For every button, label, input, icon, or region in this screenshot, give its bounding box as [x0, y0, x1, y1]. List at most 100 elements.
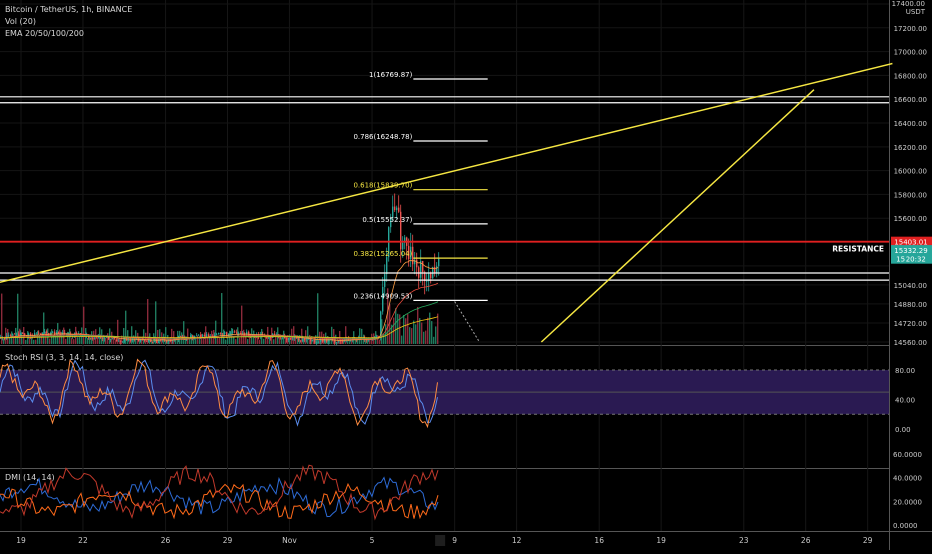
candle-body [304, 338, 306, 341]
candle-body [108, 336, 110, 340]
volume-bar [349, 339, 351, 344]
volume-bar [345, 326, 347, 344]
candle-body [394, 206, 396, 211]
volume-bar [195, 338, 197, 344]
y-axis-tick: 14560.00 [894, 339, 927, 347]
volume-bar [73, 339, 75, 344]
volume-bar [3, 339, 5, 344]
volume-bar [409, 327, 411, 344]
volume-bar [117, 319, 119, 344]
candle-body [220, 333, 222, 334]
volume-bar [53, 335, 55, 344]
candle-body [416, 259, 418, 268]
candle-body [306, 339, 308, 341]
dmi-y-tick: 20.0000 [893, 498, 922, 506]
candle-body [204, 334, 206, 337]
candle-body [292, 338, 294, 340]
volume-bar [269, 335, 271, 344]
candle-body [124, 338, 126, 342]
volume-bar [183, 321, 185, 344]
volume-bar [19, 328, 21, 344]
candle-body [96, 337, 98, 339]
candle-body [208, 334, 210, 337]
candle-body [144, 339, 146, 342]
candle-body [436, 266, 438, 274]
candle-body [238, 333, 240, 334]
candle-body [218, 333, 220, 335]
volume-bar [311, 336, 313, 344]
volume-bar [341, 337, 343, 344]
candle-body [398, 207, 400, 212]
candle-body [400, 211, 402, 250]
candle-body [438, 258, 440, 267]
candle-body [324, 338, 326, 343]
volume-bar [369, 337, 371, 344]
volume-bar [169, 337, 171, 344]
volume-bar [165, 327, 167, 344]
volume-bar [399, 314, 401, 344]
candle-body [226, 332, 228, 336]
price-badge-label: 15 20:32 [896, 256, 926, 264]
volume-bar [343, 338, 345, 344]
candle-body [382, 286, 384, 312]
candle-body [132, 339, 134, 341]
volume-bar [407, 314, 409, 344]
volume-bar [207, 337, 209, 344]
candle-body [308, 338, 310, 340]
volume-bar [235, 339, 237, 344]
volume-bar [77, 337, 79, 344]
stoch-y-tick: 0.00 [895, 426, 911, 434]
volume-bar [115, 339, 117, 344]
volume-bar [275, 336, 277, 344]
x-axis-tick: 5 [370, 536, 375, 545]
volume-bar [347, 337, 349, 344]
candle-body [140, 338, 142, 342]
candle-body [78, 333, 80, 335]
volume-bar [377, 335, 379, 344]
candle-body [22, 333, 24, 334]
x-axis-tick: 9 [452, 536, 457, 545]
volume-bar [359, 328, 361, 344]
volume-bar [259, 339, 261, 344]
volume-bar [435, 326, 437, 344]
candle-body [410, 246, 412, 260]
candle-body [110, 339, 112, 341]
volume-bar [287, 335, 289, 344]
candle-body [402, 242, 404, 250]
ascending-trendline-projection [540, 89, 815, 343]
volume-bar [9, 336, 11, 344]
volume-bar [1, 293, 3, 344]
candle-body [412, 246, 414, 265]
candle-body [18, 333, 20, 336]
projection-dash [454, 301, 480, 343]
volume-bar [361, 328, 363, 344]
volume-bar [155, 301, 157, 344]
fib-level-label: 0.786(16248.78) [353, 133, 412, 141]
volume-bar [335, 334, 337, 344]
x-axis-tick: 12 [512, 536, 522, 545]
volume-bar [97, 334, 99, 344]
x-axis-tick: Nov [282, 536, 297, 545]
y-axis-tick: 16000.00 [894, 168, 927, 176]
candle-body [326, 338, 328, 342]
volume-bar [307, 326, 309, 344]
candle-body [46, 331, 48, 333]
candle-body [248, 331, 250, 336]
candle-body [54, 331, 56, 336]
volume-bar [147, 299, 149, 344]
candle-body [196, 335, 198, 337]
candle-body [30, 333, 32, 337]
volume-bar [411, 328, 413, 344]
volume-bar [43, 312, 45, 344]
volume-bar [379, 339, 381, 344]
x-axis-tick: 22 [78, 536, 88, 545]
candle-body [202, 334, 204, 337]
volume-bar [25, 339, 27, 344]
x-axis-tick: 29 [223, 536, 233, 545]
candle-body [98, 336, 100, 338]
candle-body [128, 339, 130, 341]
candle-body [150, 339, 152, 342]
volume-bar [197, 335, 199, 344]
